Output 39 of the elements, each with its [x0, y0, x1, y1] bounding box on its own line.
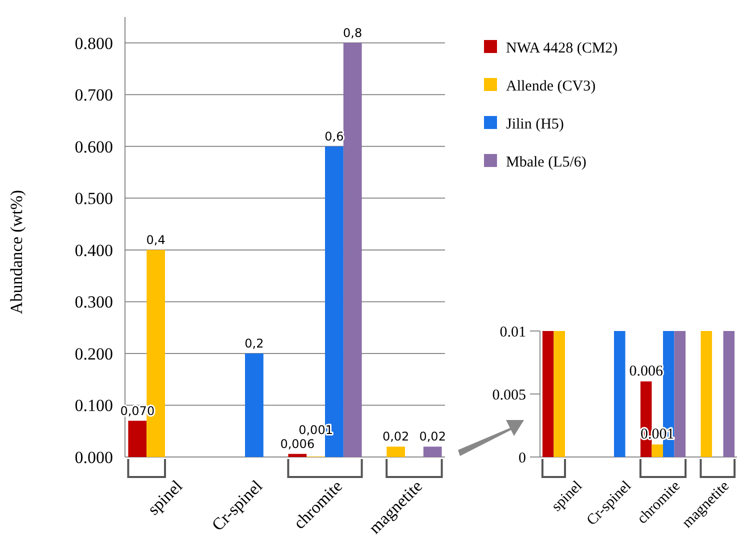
bar: [554, 331, 565, 457]
bar: [245, 353, 264, 457]
y-tick-label: 0.100: [74, 396, 113, 416]
y-tick-label: 0.400: [74, 240, 113, 260]
data-label: 0,006: [280, 436, 315, 451]
legend-label: Mbale (L5/6): [506, 154, 586, 170]
y-tick-label: 0.600: [74, 137, 113, 156]
data-label: 0,4: [146, 232, 166, 247]
data-label: 0,02: [419, 430, 446, 444]
data-label: 0,6: [324, 129, 344, 144]
bar: [674, 331, 686, 457]
data-label: 0.001: [640, 426, 674, 442]
bar: [128, 420, 147, 457]
y-tick-label: 0.700: [74, 86, 113, 105]
y-tick-label: 0.800: [74, 34, 113, 53]
y-axis-title: Abundance (wt%): [7, 190, 26, 314]
bar: [542, 331, 554, 457]
bar: [723, 331, 735, 457]
legend-label: Allende (CV3): [506, 78, 596, 94]
data-label: 0,2: [244, 336, 264, 350]
bar: [700, 331, 712, 457]
y-tick-label: 0.005: [492, 387, 526, 404]
bar: [652, 444, 663, 457]
data-label: 0,02: [382, 430, 410, 444]
y-tick-label: 0.01: [500, 324, 526, 340]
bar: [288, 454, 307, 457]
legend-label: NWA 4428 (CM2): [506, 40, 618, 56]
bar: [386, 446, 405, 457]
bar: [614, 331, 626, 457]
bar: [343, 42, 362, 457]
data-label: 0,8: [343, 26, 362, 40]
y-tick-label: 0.500: [74, 189, 113, 208]
y-tick-label: 0.300: [74, 292, 113, 312]
data-label: 0.006: [629, 363, 664, 380]
bar: [423, 446, 442, 457]
y-tick-label: 0.200: [74, 344, 113, 364]
legend-label: Jilin (H5): [506, 116, 564, 132]
y-tick-label: 0.000: [74, 448, 113, 467]
y-tick-label: 0: [518, 450, 526, 466]
